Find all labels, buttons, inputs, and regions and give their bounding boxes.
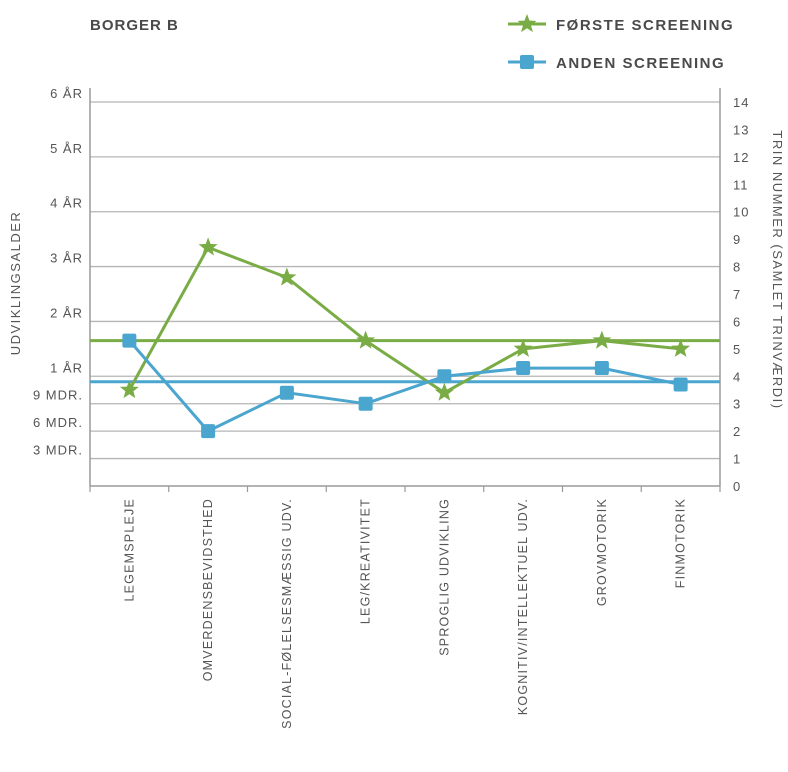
legend-label-second: ANDEN SCREENING xyxy=(556,55,725,72)
x-category-label: OMVERDENSBEVIDSTHED xyxy=(201,498,215,681)
data-point-star xyxy=(434,382,454,401)
data-point-square xyxy=(358,396,373,411)
x-category-label: GROVMOTORIK xyxy=(595,498,609,606)
x-category-label: SOCIAL-FØLELSESMÆSSIG UDV. xyxy=(280,498,294,729)
left-tick-label: 6 MDR. xyxy=(33,415,83,430)
left-tick-label: 2 ÅR xyxy=(50,305,83,320)
right-tick-label: 7 xyxy=(733,287,741,302)
legend-star-icon xyxy=(517,14,537,33)
right-tick-label: 11 xyxy=(733,177,749,192)
y-axis-left-title: UDVIKLINGSALDER xyxy=(8,211,23,356)
average-lines xyxy=(90,339,720,384)
right-tick-label: 8 xyxy=(733,260,741,275)
left-tick-label: 1 ÅR xyxy=(50,360,83,375)
data-point-square xyxy=(673,377,688,392)
data-point-star xyxy=(513,338,533,357)
legend-item-second: ANDEN SCREENING xyxy=(508,55,725,72)
x-category-label: LEGEMSPLEJE xyxy=(122,498,136,602)
data-point-star xyxy=(119,380,139,399)
legend-label-first: FØRSTE SCREENING xyxy=(556,17,734,34)
left-tick-label: 3 MDR. xyxy=(33,443,83,458)
left-tick-labels: 3 MDR. 6 MDR. 9 MDR. 1 ÅR 2 ÅR 3 ÅR 4 ÅR 5 ÅR 6 … xyxy=(33,86,83,458)
data-point-square xyxy=(122,333,137,348)
right-tick-label: 3 xyxy=(733,397,741,412)
series-line-second xyxy=(128,339,681,433)
right-tick-label: 10 xyxy=(733,205,749,220)
right-tick-label: 9 xyxy=(733,232,741,247)
data-point-star xyxy=(671,338,691,357)
category-labels: LEGEMSPLEJE OMVERDENSBEVIDSTHED SOCIAL-FØL… xyxy=(122,498,687,729)
right-tick-label: 6 xyxy=(733,314,741,329)
y-axis-right-title: TRIN NUMMER (SAMLET TRINVÆRDI) xyxy=(770,130,785,409)
left-tick-label: 9 MDR. xyxy=(33,388,83,403)
right-tick-label: 2 xyxy=(733,424,741,439)
data-point-square xyxy=(516,361,531,376)
right-tick-label: 5 xyxy=(733,342,741,357)
left-tick-label: 6 ÅR xyxy=(50,86,83,101)
left-tick-label: 4 ÅR xyxy=(50,196,83,211)
x-category-label: LEG/KREATIVITET xyxy=(359,498,373,624)
data-point-star xyxy=(356,330,376,349)
data-point-square xyxy=(594,361,609,376)
right-tick-label: 14 xyxy=(733,95,749,110)
data-point-square xyxy=(437,369,452,384)
right-tick-label: 1 xyxy=(733,452,741,467)
right-tick-label: 13 xyxy=(733,122,749,137)
right-tick-label: 4 xyxy=(733,369,741,384)
data-point-star xyxy=(592,330,612,349)
right-tick-label: 12 xyxy=(733,150,749,165)
legend-item-first: FØRSTE SCREENING xyxy=(508,14,734,34)
data-point-square xyxy=(279,385,294,400)
legend: FØRSTE SCREENING ANDEN SCREENING xyxy=(508,14,734,72)
left-tick-label: 5 ÅR xyxy=(50,141,83,156)
x-category-label: KOGNITIV/INTELLEKTUEL UDV. xyxy=(516,498,530,715)
right-tick-label: 0 xyxy=(733,479,741,494)
data-point-star xyxy=(277,267,297,286)
series-layer xyxy=(119,237,691,439)
data-point-square xyxy=(201,424,216,439)
chart-title: BORGER B xyxy=(90,17,179,34)
data-point-star xyxy=(198,237,218,256)
axes xyxy=(89,88,721,492)
legend-square-icon xyxy=(520,55,534,69)
gridlines xyxy=(90,101,720,460)
left-tick-label: 3 ÅR xyxy=(50,251,83,266)
x-category-label: SPROGLIG UDVIKLING xyxy=(437,498,451,656)
x-category-label: FINMOTORIK xyxy=(674,498,688,588)
series-line-first xyxy=(128,245,681,395)
